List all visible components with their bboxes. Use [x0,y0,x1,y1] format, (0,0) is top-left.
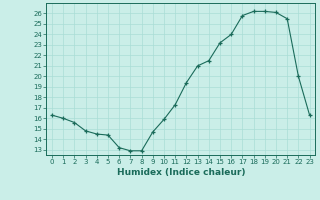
X-axis label: Humidex (Indice chaleur): Humidex (Indice chaleur) [116,168,245,177]
